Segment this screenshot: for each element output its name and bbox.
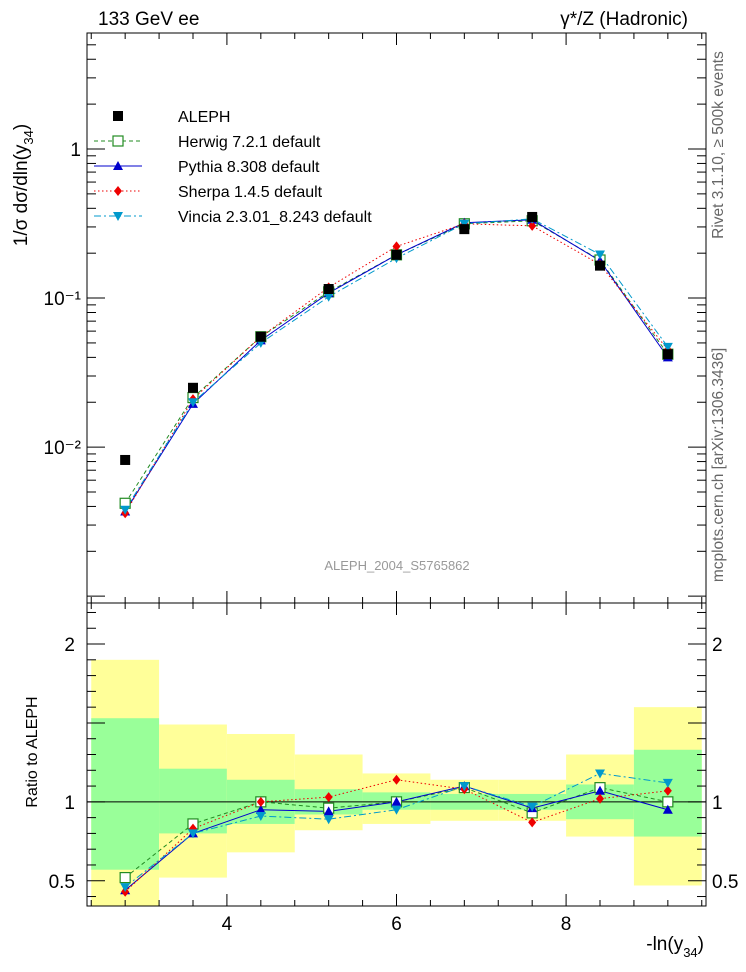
upper-point-data — [323, 284, 334, 295]
ratio-point-pythia — [595, 785, 606, 795]
ratio-point-sherpa — [392, 774, 401, 785]
ratio-point-vincia — [255, 812, 266, 822]
ratio-point-herwig — [119, 871, 131, 884]
ratio-y-tick-label-right: 0.5 — [712, 872, 738, 893]
ratio-point-vincia — [662, 778, 673, 788]
ratio-point-sherpa — [324, 792, 333, 803]
ratio-point-vincia — [459, 782, 470, 792]
x-axis-title-sub: 34 — [683, 945, 697, 960]
x-tick-label: 4 — [222, 914, 233, 935]
x-axis-title-close: ) — [698, 934, 704, 955]
ratio-line-sherpa — [124, 779, 668, 893]
ratio-y-tick-label-right: 2 — [712, 635, 723, 656]
legend: ALEPH Herwig 7.2.1 default Pythia 8.308 de… — [94, 109, 372, 226]
legend-label-sherpa: Sherpa 1.4.5 default — [178, 184, 323, 201]
upper-point-vincia — [120, 505, 131, 515]
ratio-point-vincia — [391, 805, 402, 815]
ratio-y-tick-label: 0.5 — [49, 872, 75, 893]
header-left: 133 GeV ee — [98, 9, 199, 30]
legend-marker-pythia — [113, 161, 123, 170]
ratio-point-vincia — [595, 769, 606, 779]
upper-point-vincia — [595, 250, 606, 260]
x-axis-title-main: -ln(y — [646, 934, 683, 955]
x-tick-label: 8 — [561, 914, 572, 935]
ratio-point-pythia — [391, 796, 402, 806]
ratio-y-tick-label: 1 — [64, 793, 75, 814]
ratio-point-sherpa — [256, 796, 265, 807]
upper-point-sherpa — [392, 241, 401, 252]
y-tick-label: 10⁻² — [44, 438, 82, 459]
ratio-band-inner — [91, 718, 160, 870]
legend-label-vincia: Vincia 2.3.01_8.243 default — [178, 209, 372, 226]
ratio-point-vincia — [527, 802, 538, 812]
legend-marker-herwig — [112, 135, 124, 147]
upper-point-data — [255, 331, 266, 342]
ratio-y-axis-title: Ratio to ALEPH — [24, 696, 41, 807]
upper-y-axis-title: 1/σ dσ/dln(y34) — [11, 124, 36, 246]
upper-y-axis-title-close: ) — [11, 124, 32, 130]
upper-point-data — [391, 249, 402, 260]
source-label: mcplots.cern.ch [arXiv:1306.3436] — [710, 348, 727, 582]
upper-point-sherpa — [528, 220, 537, 231]
axis-ticks: 4 6 8 10⁻² 10⁻¹ 1 0.5 0.5 1 1 2 2 — [44, 32, 738, 935]
legend-marker-vincia — [113, 212, 123, 221]
upper-point-vincia — [187, 398, 198, 408]
upper-y-axis-title-sub: 34 — [21, 130, 36, 144]
series-markers — [119, 211, 674, 897]
ratio-point-vincia — [187, 829, 198, 839]
x-tick-label: 6 — [391, 914, 402, 935]
x-axis-title: -ln(y34) — [646, 934, 704, 960]
upper-point-data — [459, 224, 470, 235]
upper-point-data — [527, 211, 538, 222]
rivet-label: Rivet 3.1.10, ≥ 500k events — [710, 51, 727, 239]
ratio-point-vincia — [120, 883, 131, 893]
ratio-point-pythia — [662, 804, 673, 814]
upper-point-data — [662, 349, 673, 360]
upper-point-data — [187, 382, 198, 393]
upper-y-axis-title-main: 1/σ dσ/dln(y — [11, 144, 32, 246]
ratio-y-tick-label-right: 1 — [712, 793, 723, 814]
upper-point-vincia — [662, 342, 673, 352]
legend-label-pythia: Pythia 8.308 default — [178, 159, 320, 176]
ratio-point-sherpa — [596, 793, 605, 804]
legend-label-herwig: Herwig 7.2.1 default — [178, 134, 321, 151]
y-tick-label: 10⁻¹ — [44, 289, 82, 310]
upper-point-vincia — [323, 292, 334, 302]
ratio-point-sherpa — [528, 817, 537, 828]
legend-marker-data — [113, 111, 123, 121]
legend-label-data: ALEPH — [178, 109, 230, 126]
ratio-point-pythia — [255, 804, 266, 814]
header-right: γ*/Z (Hadronic) — [560, 9, 688, 30]
upper-point-data — [595, 260, 606, 271]
y-tick-label: 1 — [70, 140, 81, 161]
ratio-point-pythia — [323, 806, 334, 816]
upper-point-data — [120, 454, 131, 465]
ratio-line-vincia — [124, 772, 668, 888]
ratio-y-tick-label: 2 — [64, 635, 75, 656]
legend-marker-sherpa — [114, 186, 122, 196]
ratio-point-sherpa — [663, 785, 672, 796]
analysis-watermark: ALEPH_2004_S5765862 — [324, 558, 469, 573]
upper-line-sherpa — [124, 223, 669, 514]
ratio-point-vincia — [323, 815, 334, 825]
upper-line-pythia — [124, 219, 669, 512]
